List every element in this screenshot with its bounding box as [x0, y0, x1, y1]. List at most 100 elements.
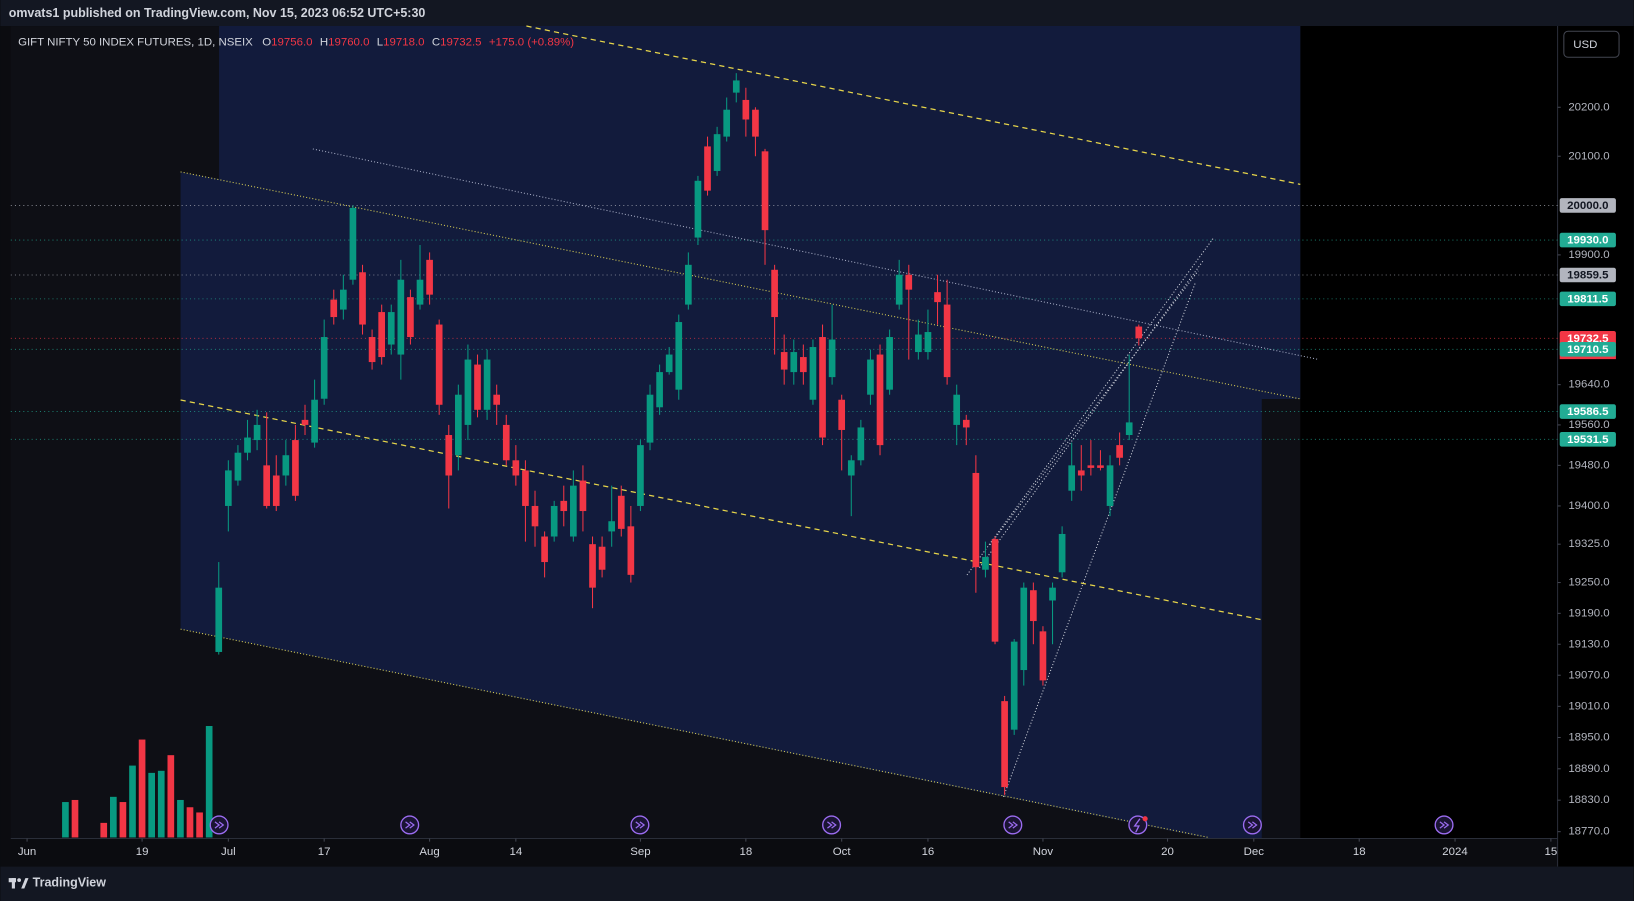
candle-body [349, 207, 357, 280]
candle-body [617, 495, 625, 529]
event-icon-arrow [1008, 821, 1019, 829]
candle-body [483, 359, 491, 410]
candle-body [407, 297, 414, 338]
currency-button[interactable]: USD [1563, 30, 1620, 58]
trend-dotted [312, 148, 1319, 360]
candle-body [426, 259, 433, 295]
trend-dotted [1002, 283, 1196, 798]
candle-body [1039, 631, 1047, 681]
candle-body [876, 354, 884, 446]
x-tick-label: Sep [630, 846, 650, 858]
candle-body [445, 435, 453, 476]
candle-body [867, 359, 874, 395]
candle-body [512, 460, 520, 476]
candle-body [972, 472, 980, 568]
candle-body [455, 394, 462, 456]
ohlc-value: 19732.5 [440, 37, 481, 49]
candle-body [359, 272, 366, 325]
candle-body [800, 357, 807, 373]
ohlc-key: O [262, 37, 271, 49]
candle-body [991, 539, 999, 642]
candle-body [1001, 701, 1008, 788]
candle-body [704, 146, 711, 191]
candle-body [665, 354, 673, 373]
candle-body [934, 292, 941, 303]
earnings-icon-dot [1142, 816, 1148, 822]
candle-body [924, 332, 932, 353]
candle-body [847, 460, 855, 476]
candle-body [292, 440, 299, 496]
x-tick-label: Jun [18, 846, 36, 858]
candle-body [761, 151, 769, 231]
ohlc-value: 19756.0 [271, 37, 312, 49]
volume-bar [109, 796, 117, 838]
level-label-box [1559, 232, 1616, 248]
currency-label[interactable]: USD [1573, 39, 1597, 51]
candle-body [570, 485, 577, 537]
x-tick-label: 20 [1161, 846, 1174, 858]
level-label: 19586.5 [1567, 406, 1609, 418]
level-label-box [1559, 198, 1616, 213]
volume-bar [71, 799, 79, 838]
level-label-box [1559, 342, 1616, 357]
publish-info: omvats1 published on TradingView.com, No… [9, 6, 426, 20]
y-tick-label: 19325.0 [1568, 538, 1609, 550]
x-tick-label: 14 [509, 846, 522, 858]
candle-body [962, 419, 970, 428]
candle-body [627, 526, 635, 575]
x-tick-label: Oct [833, 846, 852, 858]
level-label-box [1559, 432, 1616, 447]
candle-body [637, 445, 644, 506]
header-bar [0, 0, 1634, 27]
y-tick-label: 19480.0 [1568, 459, 1609, 471]
trend-dotted [989, 270, 1199, 546]
candle-body [416, 279, 424, 305]
volume-bar [177, 799, 184, 838]
candle-body [320, 337, 328, 399]
candle-body [1135, 326, 1143, 339]
candle-body [675, 322, 683, 390]
trend-dashed [526, 25, 1301, 185]
candle-body [1058, 533, 1066, 573]
candle-body [982, 556, 989, 570]
trend-dashed [180, 399, 1262, 621]
candle-body [694, 180, 702, 238]
candle-body [531, 505, 539, 527]
earnings-icon [1128, 815, 1148, 835]
candle-body [742, 99, 750, 120]
x-tick-label: 17 [318, 846, 331, 858]
candle-body [340, 289, 347, 310]
candle-body [819, 337, 826, 438]
volume-bar [100, 822, 108, 838]
x-tick-label: 18 [739, 846, 752, 858]
candle-body [311, 399, 318, 443]
candle-body [656, 372, 663, 408]
trend-dotted [979, 260, 1204, 568]
trend-dotted [966, 237, 1215, 576]
level-label: 20000.0 [1567, 200, 1608, 212]
x-tick-label: 15 [1545, 846, 1558, 858]
y-tick-label: 19070.0 [1568, 669, 1609, 681]
ohlc-value: 19718.0 [383, 37, 424, 49]
candle-body [493, 394, 501, 405]
candle-body [301, 419, 309, 425]
volume-bar [62, 802, 69, 838]
level-label: 19732.5 [1567, 333, 1609, 345]
candle-body [550, 505, 558, 537]
candle-body [1106, 465, 1114, 506]
candle-body [474, 364, 481, 410]
candles [62, 73, 1143, 838]
candle-body [330, 299, 338, 318]
level-label: 19531.5 [1567, 434, 1609, 446]
ohlc-value: 19760.0 [328, 37, 369, 49]
volume-bar [119, 802, 127, 838]
candle-body [780, 352, 788, 370]
candle-body [378, 312, 386, 358]
candle-body [522, 470, 529, 506]
level-label: 19811.5 [1567, 293, 1608, 305]
ohlc-key: H [320, 37, 328, 49]
event-icons [209, 815, 1454, 835]
volume-bar [148, 772, 156, 838]
currency-button-box[interactable] [1563, 30, 1620, 58]
